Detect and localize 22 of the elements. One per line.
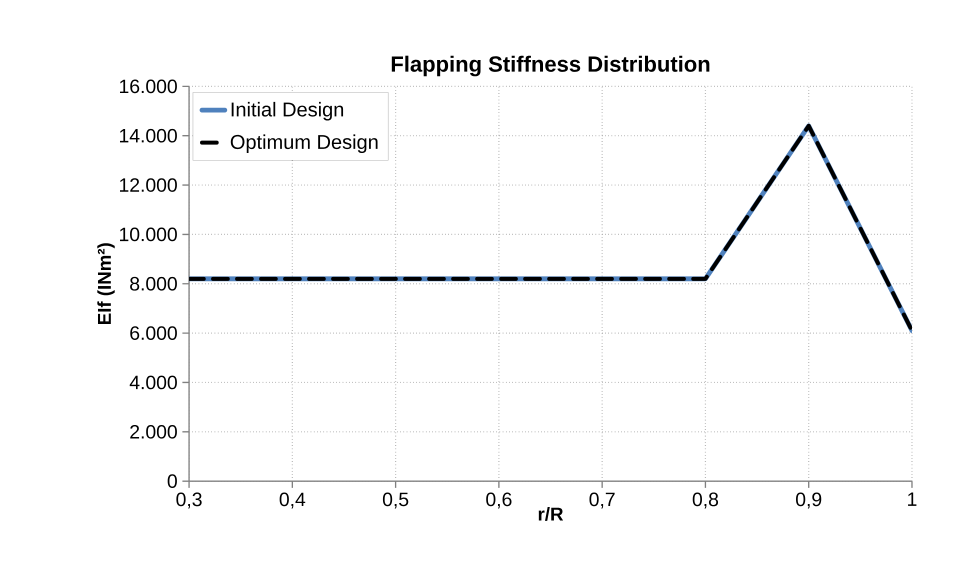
y-tick-label: 2.000: [130, 424, 177, 439]
chart-title: Flapping Stiffness Distribution: [392, 56, 710, 76]
x-tick-label: 0,5: [382, 492, 408, 508]
y-tick-label: 6.000: [130, 326, 177, 340]
y-tick-label: 12.000: [120, 178, 177, 192]
x-tick-label: 0,3: [176, 492, 202, 508]
y-tick-label: 8.000: [130, 276, 177, 291]
y-tick-label: 0: [168, 474, 177, 488]
x-tick-label: 0,9: [796, 492, 822, 508]
x-tick-label: 0,4: [280, 492, 306, 508]
x-axis-title: r/R: [538, 506, 564, 521]
y-tick-label: 10.000: [120, 227, 177, 242]
legend-label: Optimum Design: [230, 134, 378, 153]
legend-label: Initial Design: [232, 102, 344, 120]
y-tick-label: 4.000: [130, 376, 177, 390]
x-tick-label: 0,7: [589, 492, 615, 508]
y-tick-label: 14.000: [120, 128, 177, 142]
y-tick-label: 16.000: [120, 79, 177, 94]
x-tick-label: 1: [908, 492, 916, 506]
x-tick-label: 0,8: [692, 492, 718, 508]
y-axis-title: EIf (INm²): [97, 243, 115, 324]
x-tick-label: 0,6: [486, 492, 512, 508]
